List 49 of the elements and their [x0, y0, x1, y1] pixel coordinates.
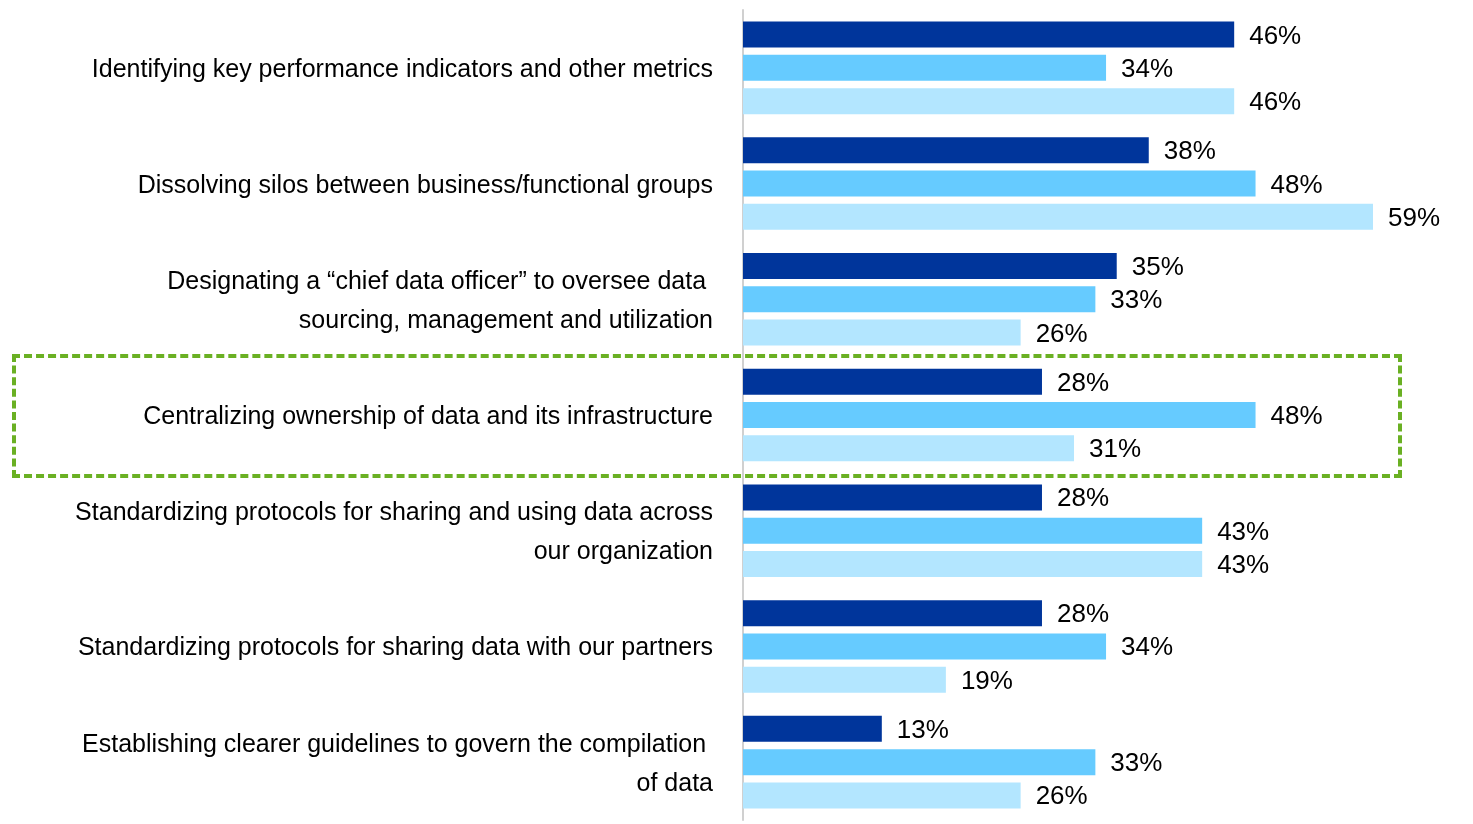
data-label: 43%: [1217, 515, 1270, 546]
y-tick-label: Dissolving silos between business/functional groups: [137, 169, 713, 198]
bar: [743, 600, 1042, 627]
data-label: 28%: [1056, 598, 1110, 629]
bar: [743, 170, 1256, 197]
data-label: 19%: [960, 664, 1013, 695]
bar: [743, 517, 1203, 544]
data-label: 31%: [1089, 433, 1142, 464]
bar: [743, 253, 1117, 280]
bar: [743, 286, 1096, 313]
data-label: 33%: [1110, 747, 1163, 778]
bar: [743, 137, 1149, 164]
data-label: 34%: [1121, 52, 1174, 83]
data-label: 35%: [1131, 251, 1184, 282]
bar: [743, 749, 1096, 776]
data-label: 38%: [1163, 135, 1216, 166]
data-label: 26%: [1035, 317, 1088, 348]
bar: [743, 435, 1075, 462]
y-tick-label: Standardizing protocols for sharing and using data across our organization: [75, 497, 713, 565]
data-label: 48%: [1270, 400, 1323, 430]
bar: [743, 88, 1235, 115]
data-label: 28%: [1056, 366, 1110, 397]
bar: [743, 203, 1373, 230]
y-tick-label: Establishing clearer guidelines to govern the compilation of data: [82, 728, 714, 796]
y-tick-label: Standardizing protocols for sharing data with our partners: [77, 632, 713, 661]
data-label: 46%: [1249, 19, 1302, 50]
data-label: 28%: [1056, 482, 1110, 513]
bar: [743, 550, 1203, 577]
bar: [743, 666, 946, 693]
bar: [743, 633, 1107, 660]
bar: [743, 319, 1021, 346]
y-tick-label: Identifying key performance indicators and other metrics: [91, 53, 713, 82]
bar: [743, 715, 882, 742]
data-label: 59%: [1388, 201, 1441, 232]
bar: [743, 21, 1235, 48]
data-label: 13%: [896, 713, 949, 744]
bar: [743, 402, 1256, 428]
data-label: 34%: [1121, 631, 1174, 662]
bar: [743, 54, 1107, 81]
y-tick-label: Centralizing ownership of data and its infrastructure: [143, 401, 713, 429]
data-label: 33%: [1110, 284, 1163, 315]
bar: [743, 484, 1042, 511]
data-label: 46%: [1249, 86, 1302, 117]
data-label: 43%: [1217, 548, 1270, 579]
data-label: 26%: [1035, 780, 1088, 811]
data-label: 48%: [1270, 168, 1323, 199]
bar: [743, 782, 1021, 809]
bar: [743, 368, 1042, 395]
y-tick-label: Designating a “chief data officer” to oversee data sourcing, management and utilization: [167, 265, 713, 333]
